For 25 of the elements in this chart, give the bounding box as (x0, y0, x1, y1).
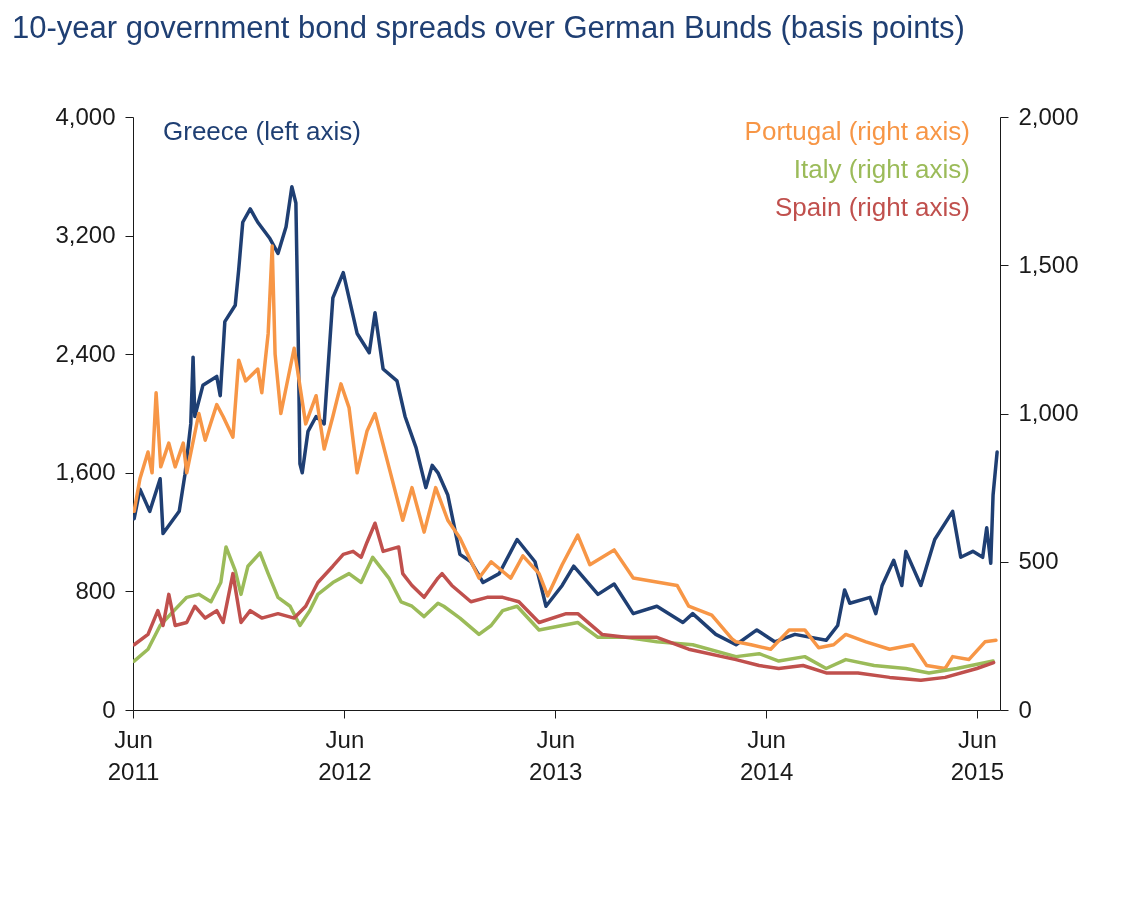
x-tick-label: Jun 2014 (739, 725, 794, 785)
y2-tick-label: 1,000 (1018, 399, 1079, 426)
y2-tick-label: 0 (1018, 695, 1032, 723)
y-tick-label: 3,200 (55, 221, 116, 249)
text: Spain (right axis) (774, 192, 970, 222)
x-tick-label: Jun 2011 (107, 725, 160, 785)
y2-tick-label: 1,500 (1018, 250, 1079, 278)
text: Italy (right axis) (793, 154, 970, 184)
line-series (133, 184, 999, 647)
y2-tick-label: 500 (1018, 547, 1059, 575)
x-tick-label: Jun 2013 (529, 725, 583, 785)
text: Portugal (right axis) (744, 116, 970, 146)
y2-tick-label: 2,000 (1018, 102, 1079, 130)
text: Greece (left axis) (163, 116, 361, 146)
y-tick-label: 800 (75, 576, 116, 604)
line-series (133, 244, 998, 671)
line-series (133, 521, 996, 683)
y-tick-label: 0 (102, 695, 116, 723)
chart-title: 10-year government bond spreads over German Bunds (basis points) (12, 10, 965, 45)
line-series (133, 545, 995, 675)
x-tick-label: Jun 2015 (950, 725, 1005, 785)
y-tick-label: 2,400 (55, 339, 116, 367)
y-tick-label: 1,600 (55, 458, 116, 486)
x-tick-label: Jun 2012 (318, 725, 372, 785)
y-tick-label: 4,000 (55, 102, 116, 130)
